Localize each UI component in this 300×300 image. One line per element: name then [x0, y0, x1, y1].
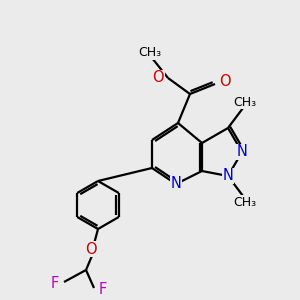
Text: CH₃: CH₃: [138, 46, 162, 59]
Text: N: N: [223, 169, 233, 184]
Text: CH₃: CH₃: [233, 196, 256, 208]
Text: F: F: [51, 277, 59, 292]
Text: N: N: [171, 176, 182, 191]
Text: O: O: [219, 74, 231, 88]
Text: O: O: [85, 242, 97, 256]
Text: N: N: [237, 145, 248, 160]
Text: CH₃: CH₃: [233, 95, 256, 109]
Text: O: O: [152, 70, 164, 86]
Text: F: F: [99, 283, 107, 298]
